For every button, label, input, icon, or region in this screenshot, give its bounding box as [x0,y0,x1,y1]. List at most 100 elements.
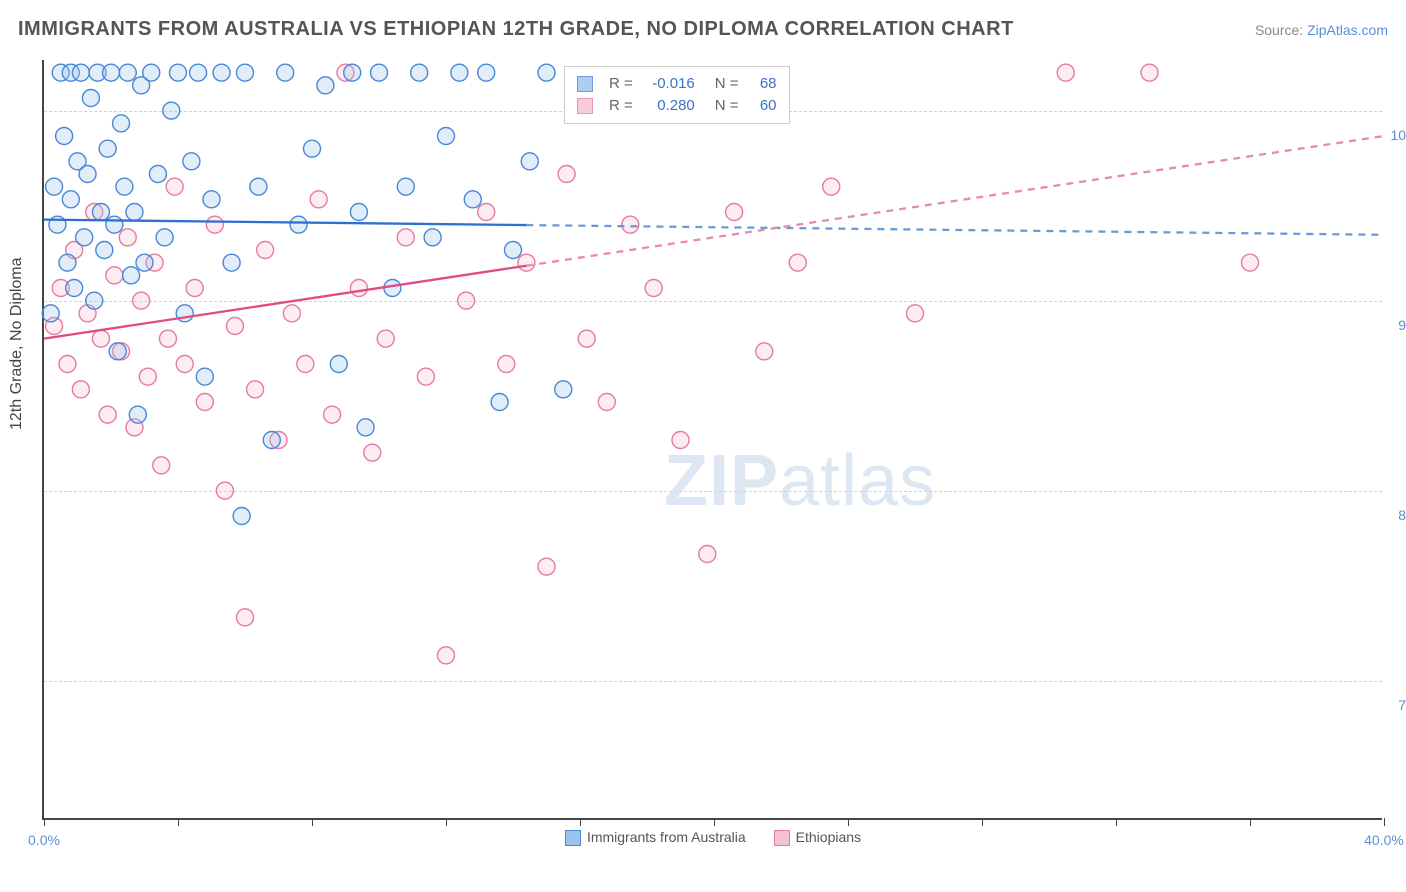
scatter-point [56,128,73,145]
scatter-point [330,356,347,373]
scatter-point [123,267,140,284]
scatter-point [203,191,220,208]
y-tick-label: 100.0% [1384,127,1406,143]
trend-line-dashed [526,225,1384,235]
scatter-point [79,166,96,183]
x-tick [714,818,715,826]
scatter-point [99,140,116,157]
scatter-point [1057,64,1074,81]
scatter-point [277,64,294,81]
scatter-point [226,318,243,335]
header-row: IMMIGRANTS FROM AUSTRALIA VS ETHIOPIAN 1… [18,18,1388,41]
scatter-point [521,153,538,170]
scatter-point [518,254,535,271]
scatter-point [216,482,233,499]
scatter-point [92,330,109,347]
y-tick-label: 77.5% [1384,697,1406,713]
x-tick [848,818,849,826]
scatter-point [139,368,156,385]
scatter-point [907,305,924,322]
series-legend: Immigrants from Australia Ethiopians [44,829,1382,846]
scatter-point [505,242,522,259]
scatter-point [170,64,187,81]
scatter-point [555,381,572,398]
legend-label: Immigrants from Australia [587,829,746,845]
scatter-point [153,457,170,474]
scatter-point [96,242,113,259]
legend-N-label: N = [715,73,739,95]
scatter-point [176,356,193,373]
scatter-point [119,229,136,246]
x-tick [312,818,313,826]
scatter-point [538,558,555,575]
scatter-point [103,64,120,81]
scatter-point [578,330,595,347]
scatter-point [213,64,230,81]
x-tick [1116,818,1117,826]
source-label: Source: [1255,22,1303,38]
scatter-point [478,64,495,81]
trend-line-dashed [526,136,1384,266]
scatter-point [223,254,240,271]
scatter-point [156,229,173,246]
scatter-point [283,305,300,322]
scatter-point [304,140,321,157]
scatter-point [297,356,314,373]
scatter-point [136,254,153,271]
source-link[interactable]: ZipAtlas.com [1307,22,1388,38]
x-tick [446,818,447,826]
scatter-point [1141,64,1158,81]
legend-R-value: -0.016 [643,73,695,95]
scatter-point [126,204,143,221]
scatter-point [46,178,63,195]
scatter-point [42,305,59,322]
scatter-point [344,64,361,81]
scatter-point [237,64,254,81]
y-tick-label: 92.5% [1384,317,1406,333]
scatter-point [538,64,555,81]
scatter-point [166,178,183,195]
y-tick-label: 85.0% [1384,507,1406,523]
correlation-legend-box: R =-0.016N =68R =0.280N =60 [564,66,790,124]
scatter-point [424,229,441,246]
scatter-point [411,64,428,81]
scatter-point [196,368,213,385]
scatter-point [257,242,274,259]
scatter-point [397,178,414,195]
legend-item: Immigrants from Australia [565,829,746,846]
x-tick [44,818,45,826]
x-tick [178,818,179,826]
scatter-point [310,191,327,208]
scatter-point [364,444,381,461]
scatter-point [106,267,123,284]
scatter-point [59,254,76,271]
scatter-point [62,191,79,208]
legend-item: Ethiopians [774,829,861,846]
legend-R-label: R = [609,73,633,95]
legend-swatch [774,830,790,846]
scatter-point [237,609,254,626]
scatter-point [233,508,250,525]
scatter-point [756,343,773,360]
scatter-point [350,204,367,221]
scatter-point [109,343,126,360]
scatter-point [491,394,508,411]
plot-area: ZIPatlas 77.5%85.0%92.5%100.0% R =-0.016… [42,60,1382,820]
scatter-point [76,229,93,246]
legend-swatch [565,830,581,846]
scatter-point [498,356,515,373]
scatter-point [190,64,207,81]
scatter-point [417,368,434,385]
scatter-point [672,432,689,449]
scatter-point [149,166,166,183]
scatter-point [458,292,475,309]
legend-label: Ethiopians [796,829,861,845]
scatter-point [86,292,103,309]
scatter-point [250,178,267,195]
scatter-point [183,153,200,170]
scatter-point [66,280,83,297]
scatter-point [196,394,213,411]
scatter-point [59,356,76,373]
scatter-point [726,204,743,221]
chart-title: IMMIGRANTS FROM AUSTRALIA VS ETHIOPIAN 1… [18,18,1014,41]
